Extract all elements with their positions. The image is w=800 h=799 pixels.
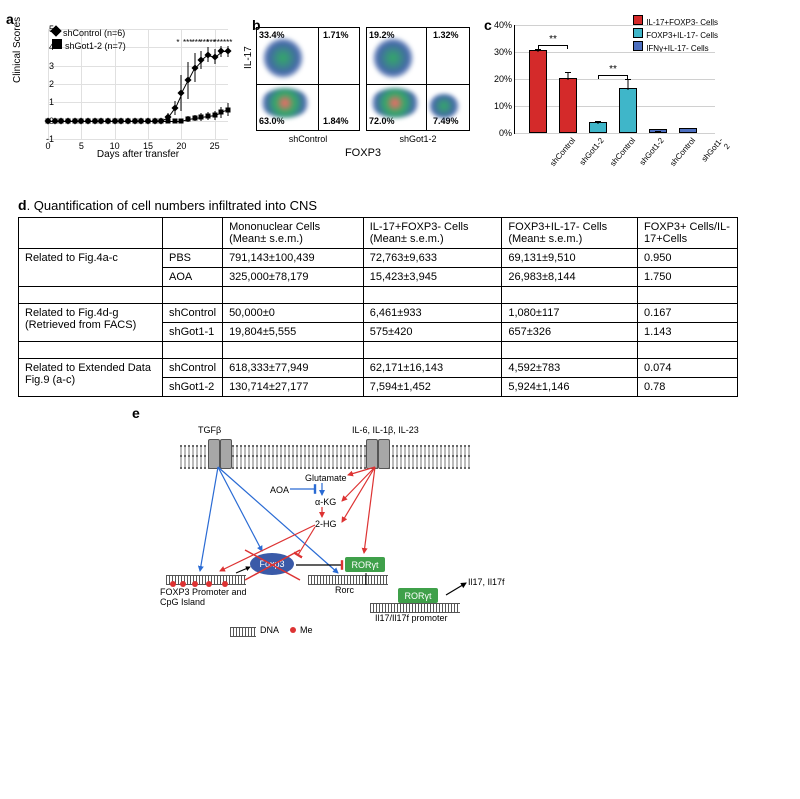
legend-a: shControl (n=6) shGot1-2 (n=7) xyxy=(52,27,126,52)
bar-chart-c: IL-17+FOXP3- CellsFOXP3+IL-17- CellsIFNγ… xyxy=(488,21,718,151)
facs-plot: 19.2%1.32%72.0%7.49%shGot1-2 xyxy=(366,27,470,131)
panel-e-label: e xyxy=(132,405,140,421)
y-axis-label: Clinical Scores xyxy=(12,17,23,83)
facs-plot: IL-1733.4%1.71%63.0%1.84%shControl xyxy=(256,27,360,131)
pathway-arrows xyxy=(150,425,510,655)
facs-plots: IL-1733.4%1.71%63.0%1.84%shControl19.2%1… xyxy=(256,21,470,131)
plot-area-c: **** xyxy=(514,25,715,134)
x-axis-label: Days after transfer xyxy=(48,149,228,160)
top-row: a Clinical Scores Days after transfer **… xyxy=(10,15,790,173)
panel-c: c IL-17+FOXP3- CellsFOXP3+IL-17- CellsIF… xyxy=(488,21,718,151)
panel-b: b IL-1733.4%1.71%63.0%1.84%shControl19.2… xyxy=(256,21,470,159)
panel-e: e TGFβ IL-6, IL-1β, IL-23 Glutamate AOA … xyxy=(150,425,510,655)
clinical-scores-chart: Clinical Scores Days after transfer ****… xyxy=(18,23,238,173)
panel-a: a Clinical Scores Days after transfer **… xyxy=(10,15,238,173)
cns-table: Mononuclear Cells (Mean± s.e.m.)IL-17+FO… xyxy=(18,217,738,397)
facs-x-axis: FOXP3 xyxy=(256,147,470,159)
panel-d-label: d xyxy=(18,197,27,213)
panel-d-title: Quantification of cell numbers infiltrat… xyxy=(34,198,317,213)
panel-d: d. Quantification of cell numbers infilt… xyxy=(10,197,790,397)
